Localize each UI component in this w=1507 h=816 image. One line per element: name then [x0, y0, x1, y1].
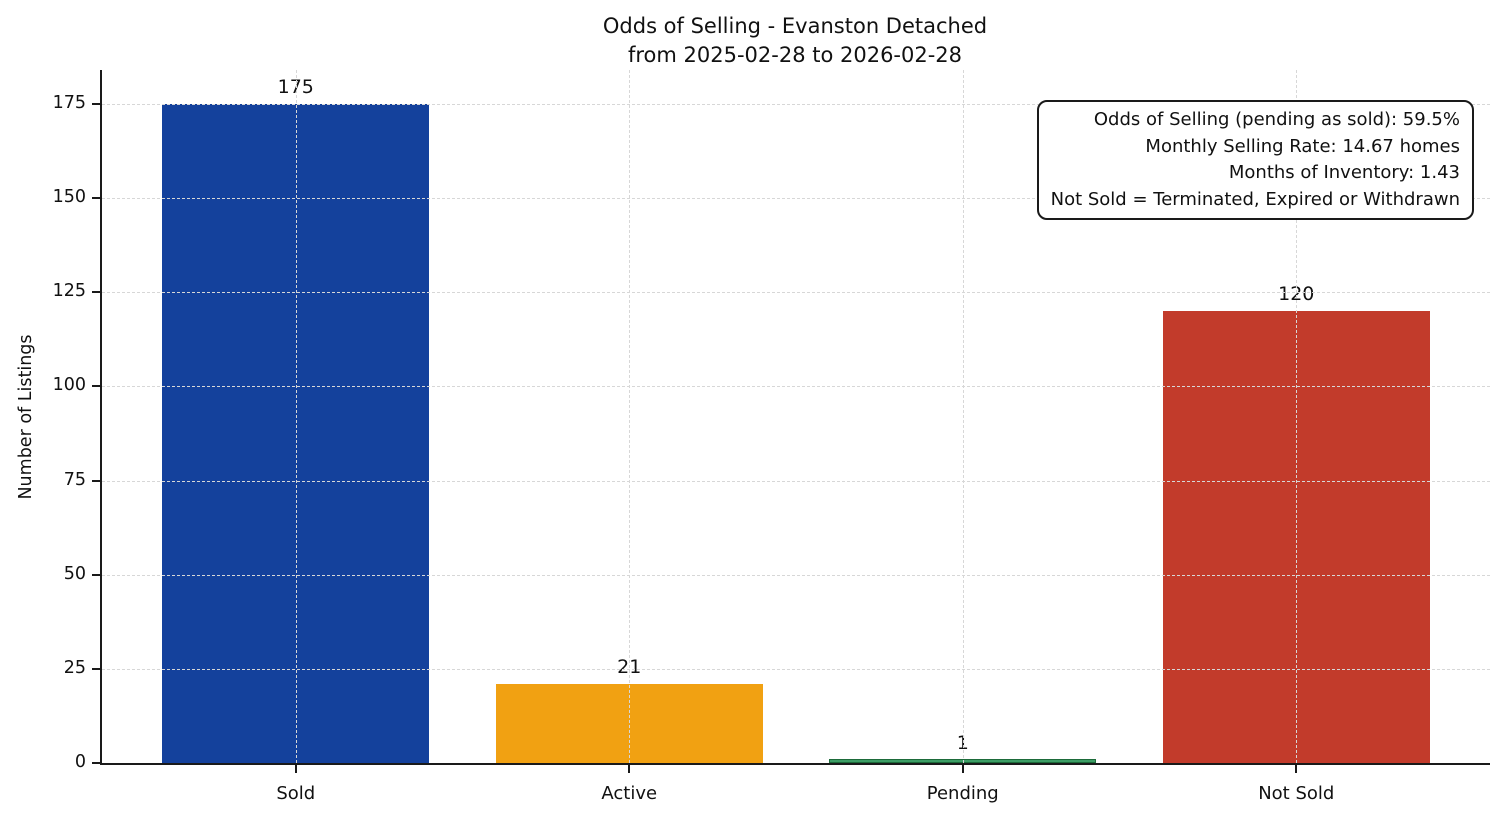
annotation-monthly-selling-rate: Monthly Selling Rate: 14.67 homes — [1145, 135, 1460, 157]
category-column-active: 21 Active — [463, 70, 797, 804]
y-tick-mark — [92, 102, 100, 105]
y-tick-label: 125 — [52, 281, 86, 302]
y-tick-label: 0 — [74, 752, 86, 772]
bar-value-label-active: 21 — [617, 655, 642, 678]
y-tick-label: 150 — [52, 187, 86, 208]
annotation-not-sold-definition: Not Sold = Terminated, Expired or Withdr… — [1050, 188, 1460, 210]
chart-title: Odds of Selling - Evanston Detached from… — [100, 12, 1490, 70]
y-tick-label: 50 — [63, 563, 86, 584]
y-tick-mark — [92, 385, 100, 388]
y-tick-label: 75 — [63, 469, 86, 490]
y-tick-mark — [92, 291, 100, 294]
x-tick-mark — [628, 765, 631, 773]
annotation-odds-of-selling: Odds of Selling (pending as sold): 59.5% — [1093, 109, 1460, 130]
y-tick-mark — [92, 573, 100, 576]
chart-title-line1: Odds of Selling - Evanston Detached — [602, 14, 988, 38]
bar-pending: 1 — [829, 732, 1097, 763]
y-tick-mark — [92, 762, 100, 764]
bar-value-label-sold: 175 — [277, 75, 314, 98]
x-tick-mark — [961, 765, 964, 773]
gridline-v — [962, 70, 964, 763]
annotation-months-of-inventory: Months of Inventory: 1.43 — [1228, 162, 1460, 183]
x-tick-label-not-sold: Not Sold — [1258, 783, 1335, 804]
bar-not-sold: 120 — [1162, 283, 1430, 763]
chart-title-line2: from 2025-02-28 to 2026-02-28 — [627, 43, 963, 67]
x-tick-label-pending: Pending — [926, 783, 999, 804]
x-tick-mark — [1295, 765, 1298, 773]
stats-annotation-box: Odds of Selling (pending as sold): 59.5%… — [1036, 100, 1474, 220]
x-tick-mark — [294, 765, 297, 773]
bar-value-label-pending: 1 — [956, 732, 969, 755]
bar-sold: 175 — [162, 76, 430, 763]
y-tick-label: 100 — [52, 375, 86, 396]
x-tick-label-sold: Sold — [276, 783, 316, 804]
x-tick-label-active: Active — [601, 783, 658, 804]
category-column-sold: 175 Sold — [129, 70, 463, 804]
y-tick-mark — [92, 667, 100, 670]
y-tick-mark — [92, 197, 100, 200]
y-tick-label: 175 — [52, 92, 86, 113]
bar-value-label-not-sold: 120 — [1278, 283, 1315, 306]
plot-area: 175 Sold 21 Active 1 Pending 120 Not Sold Odds … — [53, 70, 1490, 804]
y-tick-label: 25 — [63, 657, 86, 678]
y-tick-mark — [92, 479, 100, 482]
bar-active: 21 — [495, 656, 763, 763]
